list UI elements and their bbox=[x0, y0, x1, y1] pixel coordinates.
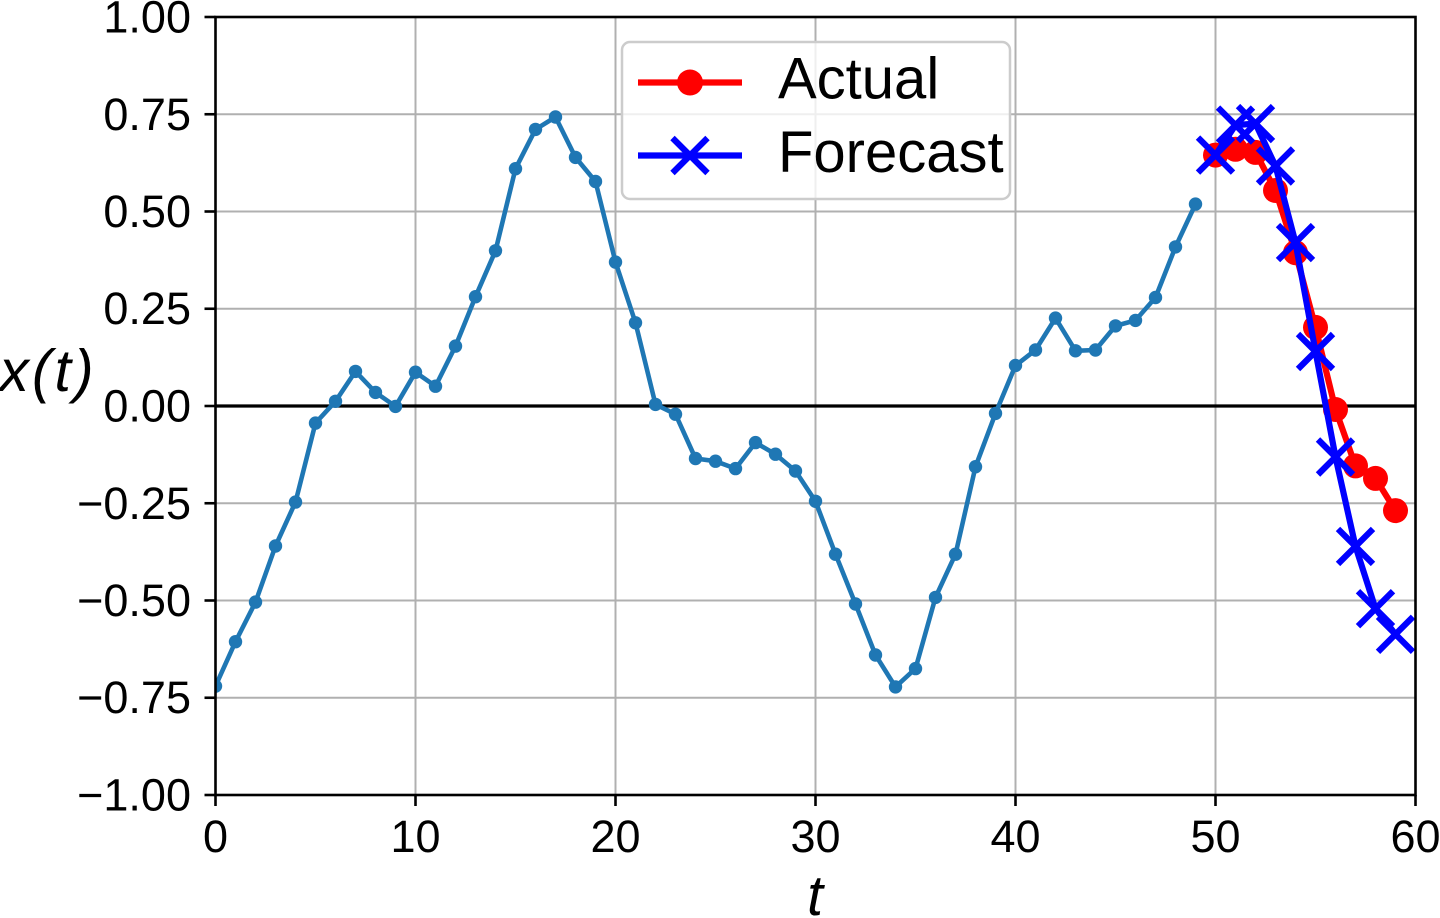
svg-text:0: 0 bbox=[203, 811, 228, 862]
svg-text:t: t bbox=[807, 864, 825, 918]
svg-text:60: 60 bbox=[1390, 811, 1440, 862]
svg-text:40: 40 bbox=[990, 811, 1040, 862]
svg-text:−1.00: −1.00 bbox=[77, 770, 191, 821]
svg-text:x(t): x(t) bbox=[0, 338, 97, 404]
svg-text:50: 50 bbox=[1190, 811, 1240, 862]
svg-text:−0.25: −0.25 bbox=[77, 478, 191, 529]
svg-text:Forecast: Forecast bbox=[778, 120, 1004, 185]
svg-text:0.00: 0.00 bbox=[103, 381, 191, 432]
svg-text:−0.75: −0.75 bbox=[77, 672, 191, 723]
svg-text:1.00: 1.00 bbox=[103, 0, 191, 43]
svg-text:0.75: 0.75 bbox=[103, 89, 191, 140]
svg-text:−0.50: −0.50 bbox=[77, 575, 191, 626]
svg-text:10: 10 bbox=[390, 811, 440, 862]
svg-text:Actual: Actual bbox=[778, 47, 939, 112]
svg-text:0.50: 0.50 bbox=[103, 186, 191, 237]
svg-text:0.25: 0.25 bbox=[103, 283, 191, 334]
svg-text:30: 30 bbox=[790, 811, 840, 862]
svg-text:20: 20 bbox=[590, 811, 640, 862]
